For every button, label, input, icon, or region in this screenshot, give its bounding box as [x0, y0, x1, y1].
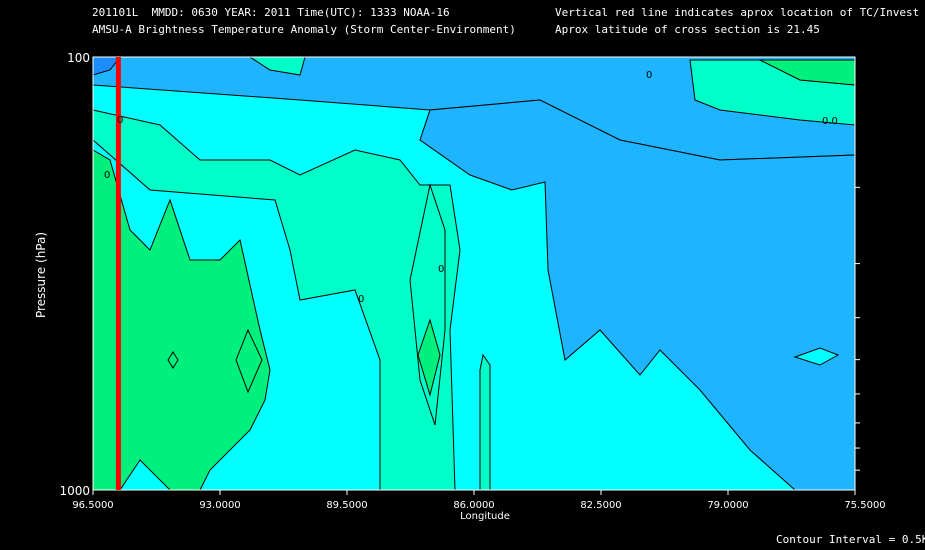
x-tick-label: 89.5000: [326, 500, 367, 511]
contour-region-warm-spot-3: [167, 351, 179, 369]
x-tick-label: 75.5000: [844, 500, 885, 511]
contour-label-0-a: 0: [117, 115, 123, 126]
contour-label-0-e: 0: [646, 70, 652, 81]
contour-label-0-d: 0: [438, 264, 444, 275]
contour-label-0-c: 0: [358, 294, 364, 305]
contour-region-warm-core: [92, 149, 271, 491]
x-tick-label: 93.0000: [199, 500, 240, 511]
contour-region-warm-spot-2: [417, 318, 441, 397]
y-tick-label: 1000: [59, 484, 90, 498]
header-note-storm-line: Vertical red line indicates aprox locati…: [555, 6, 920, 19]
header-note-latitude: Aprox latitude of cross section is 21.45: [555, 23, 820, 36]
contour-region-zero-col2: [479, 353, 491, 491]
header-line-1: 201101L MMDD: 0630 YEAR: 2011 Time(UTC):…: [92, 6, 450, 19]
contour-region-right-cyan: [793, 347, 840, 366]
contour-region-zero-left: [92, 109, 461, 491]
contour-label-0-b: 0: [104, 170, 110, 181]
contour-region-warm-spot-1: [235, 328, 263, 394]
contour-region-neg-deep: [419, 99, 856, 491]
x-tick-label: 96.5000: [72, 500, 113, 511]
y-axis-label: Pressure (hPa): [34, 232, 48, 318]
y-axis: 100 1000: [59, 51, 860, 498]
x-tick-label: 82.5000: [580, 500, 621, 511]
chart-title: AMSU-A Brightness Temperature Anomaly (S…: [92, 23, 516, 36]
x-tick-label: 86.0000: [453, 500, 494, 511]
contour-interval-label: Contour Interval = 0.5K: [776, 533, 925, 546]
contour-label-0-0: 0.0: [822, 116, 838, 127]
x-axis-label: Longitude: [460, 511, 510, 522]
x-axis: 96.5000 93.0000 89.5000 86.0000 82.5000 79.00…: [72, 490, 886, 511]
y-tick-label: 100: [67, 51, 90, 65]
x-tick-label: 79.0000: [707, 500, 748, 511]
